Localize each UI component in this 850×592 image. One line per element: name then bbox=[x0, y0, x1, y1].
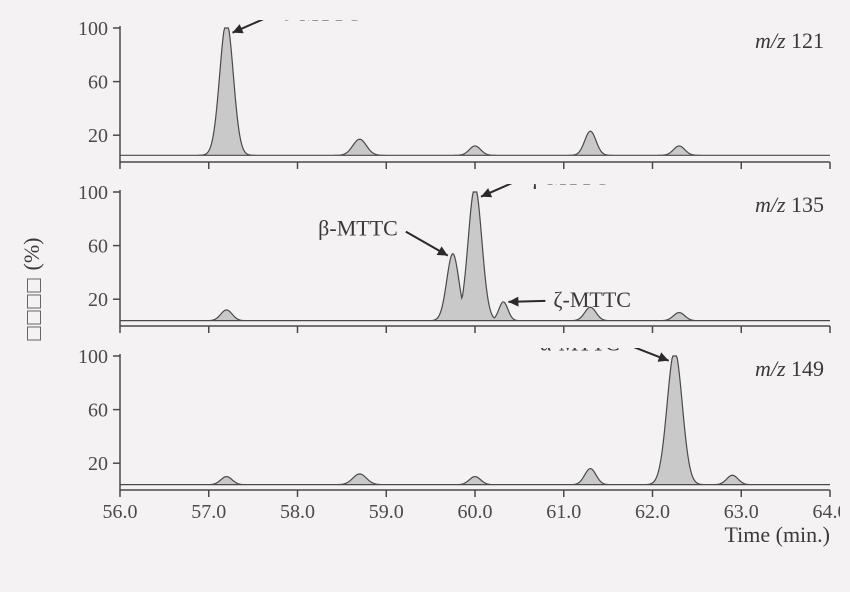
trace bbox=[120, 192, 830, 321]
y-tick-label: 20 bbox=[88, 289, 108, 311]
trace bbox=[120, 28, 830, 155]
x-tick-label: 62.0 bbox=[635, 501, 670, 523]
peak-label: γ-MTTC bbox=[529, 184, 608, 190]
peak-label: ζ-MTTC bbox=[553, 287, 631, 312]
mz-label: m/z 149 bbox=[755, 356, 824, 381]
mz-label: m/z 135 bbox=[755, 192, 824, 217]
x-tick-label: 60.0 bbox=[458, 501, 493, 523]
mz-label: m/z 121 bbox=[755, 28, 824, 53]
y-tick-label: 100 bbox=[78, 184, 108, 204]
x-tick-label: 58.0 bbox=[280, 501, 315, 523]
peak-label: β-MTTC bbox=[318, 216, 398, 241]
x-axis-label: Time (min.) bbox=[724, 522, 830, 547]
y-tick-label: 60 bbox=[88, 236, 108, 258]
x-tick-label: 64.0 bbox=[813, 501, 841, 523]
y-tick-label: 20 bbox=[88, 125, 108, 147]
y-tick-label: 20 bbox=[88, 453, 108, 475]
y-axis-label: (%) bbox=[19, 238, 45, 341]
y-tick-label: 60 bbox=[88, 400, 108, 422]
y-axis-label-text: (%) bbox=[19, 238, 44, 271]
peak-label: δ-MTTC bbox=[282, 20, 361, 26]
x-tick-label: 57.0 bbox=[191, 501, 226, 523]
chromatogram-panel-mz-135: 20 60 100 m/z 135 β-MTTC γ-MTTC ζ-MTTC bbox=[50, 184, 840, 334]
x-tick-label: 63.0 bbox=[724, 501, 759, 523]
chromatogram-panel-mz-149: 20 60 100 56.0 57.0 58.0 59.0 60.0 61.0 62.0 63.0 6… bbox=[50, 348, 840, 558]
y-tick-label: 100 bbox=[78, 348, 108, 368]
y-tick-label: 100 bbox=[78, 20, 108, 40]
y-tick-label: 60 bbox=[88, 72, 108, 94]
y-axis-decor-boxes bbox=[19, 276, 45, 340]
peak-label: α-MTTC bbox=[540, 348, 620, 356]
x-tick-label: 56.0 bbox=[103, 501, 138, 523]
chromatogram-figure: (%) 2060100m/z 121δ-MTTC2060100m/z 135β-… bbox=[50, 20, 840, 558]
chromatogram-panel-mz-121: 20 60 100 m/z 121 δ-MTTC bbox=[50, 20, 840, 170]
trace bbox=[120, 356, 830, 485]
x-tick-label: 59.0 bbox=[369, 501, 404, 523]
x-tick-label: 61.0 bbox=[546, 501, 581, 523]
